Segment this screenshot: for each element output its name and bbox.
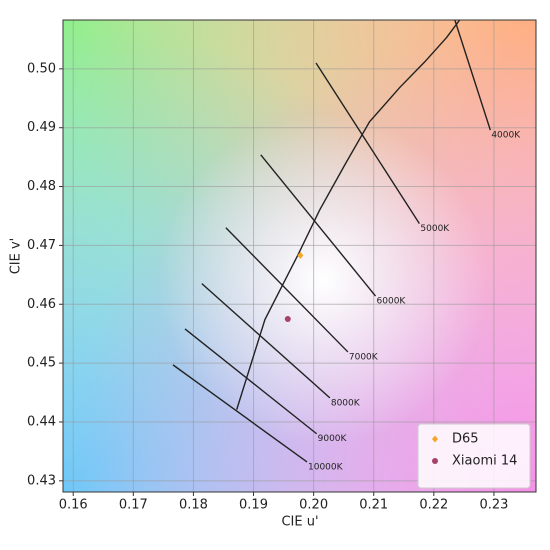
x-tick-label: 0.20 — [299, 498, 328, 513]
legend: D65 Xiaomi 14 — [417, 423, 531, 489]
y-axis-label: CIE v' — [9, 238, 24, 275]
isotherm-line — [201, 283, 331, 399]
grid — [63, 20, 536, 492]
planckian-locus — [236, 20, 461, 410]
legend-label: Xiaomi 14 — [452, 454, 517, 469]
x-tick-label: 0.16 — [59, 498, 88, 513]
x-tick-label: 0.19 — [239, 498, 268, 513]
isotherm-line — [454, 20, 491, 131]
isotherm-label: 5000K — [420, 224, 450, 234]
y-tick-label: 0.48 — [27, 179, 56, 194]
isotherm-line — [260, 154, 377, 297]
isotherm-label: 10000K — [308, 462, 344, 472]
y-tick-label: 0.44 — [27, 414, 56, 429]
isotherm-line — [184, 328, 318, 435]
legend-box — [417, 423, 531, 489]
isotherm-label: 7000K — [349, 352, 379, 362]
plot-area — [172, 20, 491, 463]
isotherm-line — [172, 364, 308, 463]
y-tick-label: 0.43 — [27, 473, 56, 488]
y-tick-label: 0.45 — [27, 356, 56, 371]
data-point — [297, 251, 304, 259]
x-axis-label: CIE u' — [281, 515, 318, 530]
x-tick-label: 0.23 — [479, 498, 508, 513]
x-tick-label: 0.17 — [119, 498, 148, 513]
y-tick-label: 0.47 — [27, 238, 56, 253]
axes: CIE u' CIE v' 0.16 0.17 0.18 0.19 0.20 0.21 0.… — [9, 61, 509, 529]
legend-marker — [432, 435, 438, 443]
y-tick-label: 0.46 — [27, 297, 56, 312]
isotherm-label: 6000K — [377, 297, 407, 307]
x-tick-label: 0.21 — [359, 498, 388, 513]
y-tick-label: 0.50 — [27, 61, 56, 76]
isotherm-label: 4000K — [491, 131, 521, 141]
isotherm-line — [225, 227, 349, 353]
x-tick-label: 0.18 — [179, 498, 208, 513]
plot-frame — [62, 19, 537, 493]
x-tick-label: 0.22 — [419, 498, 448, 513]
isotherm-label: 8000K — [331, 398, 361, 408]
isotherm-label: 9000K — [318, 434, 348, 444]
legend-label: D65 — [452, 432, 479, 447]
y-tick-label: 0.49 — [27, 120, 56, 135]
legend-marker — [432, 458, 438, 464]
isotherm-line — [315, 62, 420, 225]
data-point — [284, 315, 291, 322]
